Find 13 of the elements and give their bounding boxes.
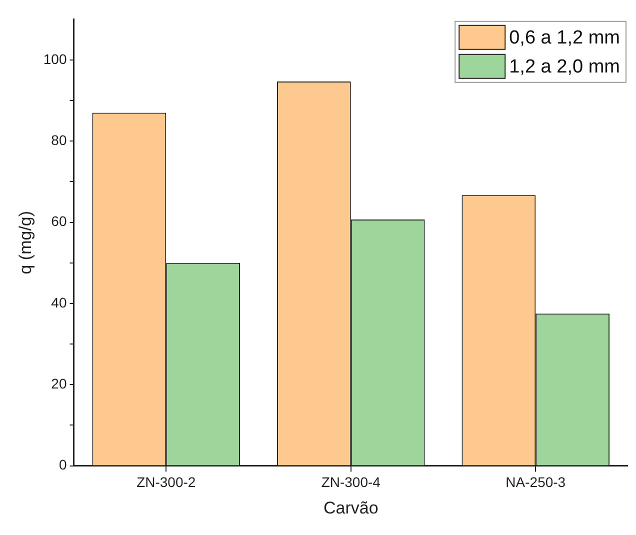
y-axis-title: q (mg/g) [16,210,35,274]
legend-label: 0,6 a 1,2 mm [509,28,620,49]
x-tick-label: NA-250-3 [506,474,566,490]
x-axis-title: Carvão [323,498,378,518]
y-tick-label: 80 [51,132,67,148]
y-tick-label: 100 [43,50,67,67]
legend-label: 1,2 a 2,0 mm [509,56,620,78]
x-tick-label: ZN-300-2 [136,474,196,490]
y-tick-label: 60 [51,213,67,230]
x-tick-label: ZN-300-4 [321,474,381,490]
y-tick-label: 0 [58,456,67,473]
y-tick-label: 40 [51,294,67,310]
y-tick-label: 20 [51,375,67,392]
